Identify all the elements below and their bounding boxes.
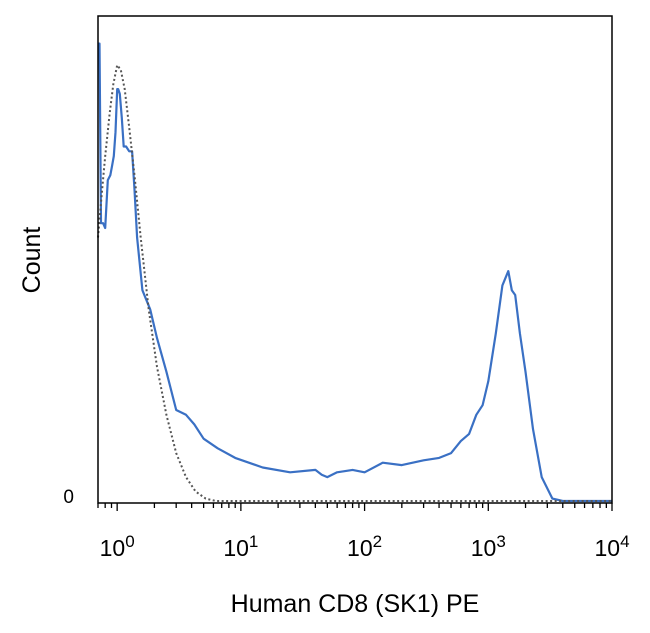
series-solid-line [98, 42, 612, 503]
x-axis-label: Human CD8 (SK1) PE [231, 590, 480, 618]
y-tick-label: 0 [63, 487, 74, 508]
series-dotted-line [97, 64, 612, 502]
x-tick-label: 102 [347, 532, 382, 561]
x-tick-label: 104 [594, 532, 629, 561]
plot-frame [97, 15, 613, 504]
x-tick-label: 100 [100, 532, 135, 561]
x-tick-label: 103 [471, 532, 506, 561]
x-tick-label: 101 [223, 532, 258, 561]
y-axis-label: Count [18, 227, 46, 294]
